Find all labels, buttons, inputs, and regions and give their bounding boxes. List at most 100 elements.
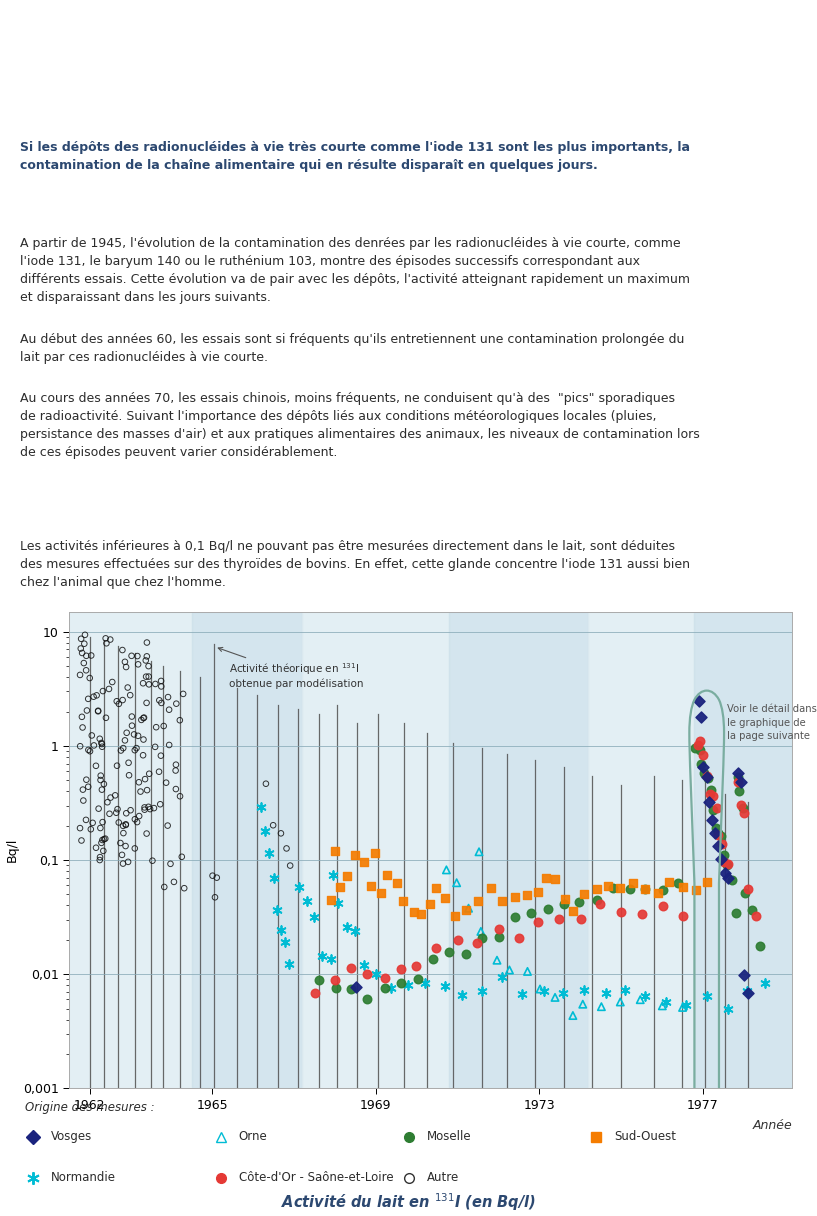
- Point: [96, 831, 109, 850]
- Point: [397, 891, 410, 911]
- Point: [95, 733, 108, 753]
- Point: [745, 900, 758, 919]
- Point: [710, 799, 723, 818]
- Point: [137, 730, 150, 749]
- Point: [96, 779, 109, 799]
- Point: [618, 980, 632, 1000]
- Point: [132, 726, 145, 745]
- Point: [132, 806, 145, 826]
- Point: [731, 767, 744, 787]
- Point: [96, 734, 109, 754]
- Point: [693, 692, 706, 711]
- Point: [659, 992, 672, 1012]
- Point: [74, 818, 87, 838]
- Point: [141, 632, 154, 652]
- Point: [90, 838, 103, 857]
- Point: [76, 643, 89, 663]
- Point: [140, 693, 153, 713]
- Point: [742, 983, 755, 1002]
- Point: [97, 829, 110, 849]
- Point: [138, 798, 151, 817]
- Point: [594, 894, 607, 913]
- Point: [503, 961, 516, 980]
- Point: [132, 772, 145, 792]
- Point: [116, 641, 129, 660]
- Point: [714, 827, 727, 846]
- Point: [283, 955, 296, 974]
- Point: [698, 764, 711, 783]
- Point: [176, 685, 190, 704]
- Point: [82, 741, 95, 760]
- Point: [680, 996, 693, 1015]
- Point: [599, 983, 612, 1002]
- Point: [167, 872, 181, 891]
- Point: [639, 879, 652, 899]
- Point: [409, 957, 422, 976]
- Point: [113, 694, 126, 714]
- Point: [471, 933, 484, 952]
- Point: [127, 725, 141, 744]
- Point: [714, 850, 727, 869]
- Point: [137, 709, 150, 728]
- Point: [118, 731, 132, 750]
- Point: [374, 883, 387, 902]
- Point: [738, 966, 751, 985]
- Point: [126, 716, 139, 736]
- Point: [696, 758, 709, 777]
- Point: [418, 974, 431, 993]
- Point: [283, 856, 297, 876]
- Point: [135, 710, 148, 730]
- Point: [574, 910, 587, 929]
- Bar: [69, 612, 192, 1088]
- Point: [733, 782, 746, 801]
- Point: [116, 691, 129, 710]
- Text: Activité du lait en $^{131}$I (en Bq/l): Activité du lait en $^{131}$I (en Bq/l): [281, 1192, 536, 1214]
- Point: [548, 987, 561, 1007]
- Point: [701, 872, 714, 891]
- Point: [462, 899, 475, 918]
- Point: [712, 826, 725, 845]
- Point: [358, 852, 371, 872]
- Point: [131, 647, 144, 666]
- Point: [150, 717, 163, 737]
- Point: [90, 686, 103, 705]
- Point: [552, 910, 565, 929]
- Point: [162, 687, 175, 706]
- Point: [315, 946, 328, 966]
- Point: [93, 848, 106, 867]
- Point: [484, 878, 498, 897]
- Point: [75, 706, 88, 726]
- Point: [134, 782, 147, 801]
- Point: [169, 779, 182, 799]
- Point: [94, 766, 107, 786]
- Point: [258, 822, 271, 841]
- Point: [119, 815, 132, 834]
- Point: [448, 907, 461, 927]
- Point: [721, 855, 734, 874]
- Point: [704, 779, 717, 799]
- Point: [703, 784, 717, 804]
- Y-axis label: Bq/l: Bq/l: [6, 838, 19, 862]
- Point: [540, 868, 553, 888]
- Point: [700, 986, 713, 1006]
- Point: [402, 975, 415, 995]
- Point: [758, 973, 771, 992]
- Point: [80, 770, 93, 789]
- Bar: [694, 612, 792, 1088]
- Text: Vosges: Vosges: [51, 1131, 92, 1143]
- Point: [601, 876, 614, 895]
- Point: [110, 756, 123, 776]
- Point: [74, 737, 87, 756]
- Point: [123, 766, 136, 786]
- Point: [96, 681, 109, 700]
- Point: [128, 810, 141, 829]
- Bar: [192, 612, 302, 1088]
- Point: [114, 741, 127, 760]
- Point: [753, 936, 766, 956]
- Point: [717, 845, 730, 865]
- Point: [591, 890, 604, 910]
- Point: [712, 823, 725, 843]
- Point: [440, 860, 453, 879]
- Point: [87, 736, 100, 755]
- Point: [301, 891, 314, 911]
